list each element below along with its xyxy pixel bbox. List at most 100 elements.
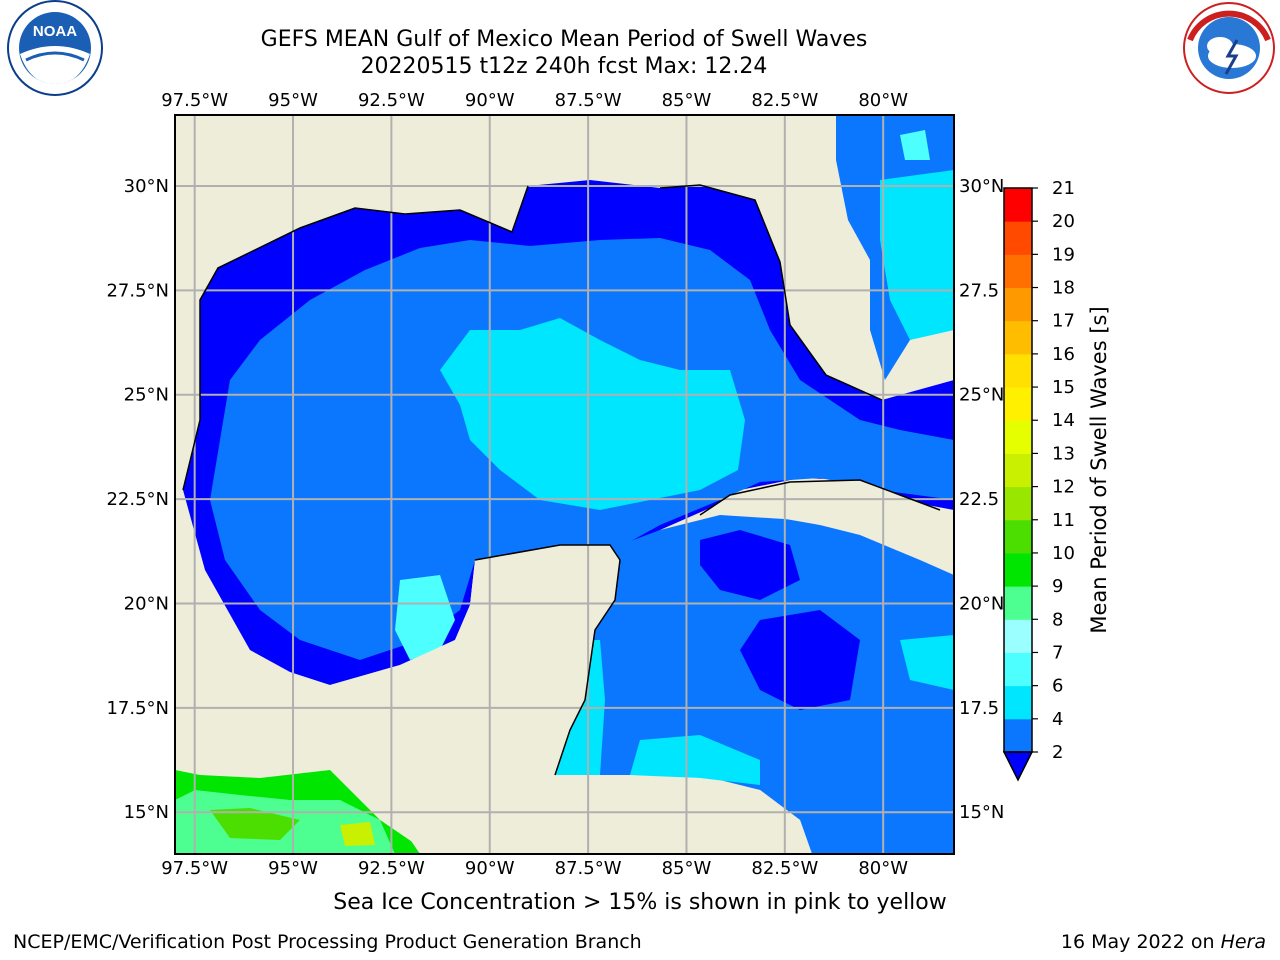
colorbar-under-arrow	[1002, 751, 1034, 782]
footer-date-text: 16 May 2022 on	[1060, 931, 1221, 953]
atlantic-light	[900, 130, 930, 160]
lon-label-bottom-3: 90°W	[465, 858, 515, 879]
lon-label-top-4: 87.5°W	[555, 90, 622, 111]
lon-label-bottom-7: 80°W	[858, 858, 908, 879]
colorbar-tick-label-4: 4	[1052, 709, 1063, 730]
colorbar-tick-label-7: 7	[1052, 642, 1063, 663]
lon-label-bottom-1: 95°W	[268, 858, 318, 879]
colorbar-tick-label-6: 6	[1052, 676, 1063, 697]
footer-date: 16 May 2022 on Hera	[1061, 931, 1266, 953]
lat-label-right-0: 30°N	[959, 176, 1004, 197]
lat-label-left-6: 15°N	[124, 802, 169, 823]
nws-logo	[1183, 2, 1275, 94]
noaa-logo-text: NOAA	[33, 23, 77, 40]
sea-ice-note: Sea Ice Concentration > 15% is shown in …	[333, 890, 947, 915]
map-frame	[174, 114, 955, 855]
lon-label-top-5: 85°W	[662, 90, 712, 111]
colorbar-tick-label-19: 19	[1052, 244, 1075, 265]
caribbean-cyan-1	[900, 635, 954, 690]
grid-labels: 97.5°W 97.5°W 95°W 95°W 92.5°W 92.5°W 90°W 90°W…	[106, 90, 1004, 879]
caribbean-dark-2	[740, 610, 860, 710]
lat-label-right-3: 22.5	[959, 489, 999, 510]
map-subtitle: 20220515 t12z 240h fcst Max: 12.24	[360, 54, 768, 79]
coastline-1	[659, 184, 883, 401]
lat-label-left-4: 20°N	[124, 593, 169, 614]
colorbar-label: Mean Period of Swell Waves [s]	[1087, 306, 1111, 633]
colorbar-segment-2	[1004, 718, 1032, 753]
colorbar-segment-10	[1004, 519, 1032, 554]
colorbar-segment-12	[1004, 453, 1032, 488]
lat-label-right-4: 20°N	[959, 593, 1004, 614]
footer-credit: NCEP/EMC/Verification Post Processing Pr…	[13, 931, 642, 953]
swell-period-field	[175, 115, 954, 854]
lat-label-left-3: 22.5°N	[106, 489, 169, 510]
colorbar-segment-17	[1004, 287, 1032, 322]
lat-label-right-2: 25°N	[959, 385, 1004, 406]
colorbar-frame	[1003, 187, 1033, 753]
colorbar: 2 4 6 7 8 9 10 11 12 13 14 15 16 17 18 19 20 21 Mean Perio…	[1002, 178, 1111, 782]
lon-label-bottom-5: 85°W	[662, 858, 712, 879]
colorbar-tick-label-2: 2	[1052, 742, 1063, 763]
colorbar-segment-19	[1004, 221, 1032, 255]
colorbar-segment-13	[1004, 420, 1032, 454]
colorbar-tick-label-15: 15	[1052, 377, 1075, 398]
colorbar-tick-label-11: 11	[1052, 510, 1075, 531]
bay-campeche-cyan	[395, 575, 455, 660]
lat-label-left-2: 25°N	[124, 385, 169, 406]
noaa-logo: NOAA	[7, 0, 103, 96]
lat-label-right-6: 15°N	[959, 802, 1004, 823]
footer-host: Hera	[1220, 931, 1266, 953]
colorbar-segment-8	[1004, 586, 1032, 620]
gulf-center-cyan	[440, 318, 745, 510]
lat-label-right-1: 27.5	[959, 280, 999, 301]
lon-label-bottom-6: 82.5°W	[751, 858, 818, 879]
central-america-land	[550, 775, 812, 854]
colorbar-segment-11	[1004, 486, 1032, 521]
pacific-mid-green	[210, 808, 300, 840]
lon-label-top-0: 97.5°W	[161, 90, 228, 111]
colorbar-tick-label-9: 9	[1052, 576, 1063, 597]
colorbar-tick-label-17: 17	[1052, 311, 1075, 332]
lon-label-bottom-2: 92.5°W	[358, 858, 425, 879]
lon-label-top-7: 80°W	[858, 90, 908, 111]
colorbar-tick-label-18: 18	[1052, 278, 1075, 299]
lon-label-bottom-4: 87.5°W	[555, 858, 622, 879]
colorbar-segment-16	[1004, 320, 1032, 355]
colorbar-tick-label-20: 20	[1052, 211, 1075, 232]
lon-label-top-2: 92.5°W	[358, 90, 425, 111]
colorbar-tick-label-12: 12	[1052, 477, 1075, 498]
caribbean-dark-1	[700, 530, 800, 600]
lon-label-bottom-0: 97.5°W	[161, 858, 228, 879]
coastline-3	[699, 479, 941, 516]
map-title: GEFS MEAN Gulf of Mexico Mean Period of …	[260, 27, 868, 52]
atlantic-cyan	[880, 170, 954, 340]
lon-label-top-3: 90°W	[465, 90, 515, 111]
lon-label-top-1: 95°W	[268, 90, 318, 111]
colorbar-tick-label-8: 8	[1052, 609, 1063, 630]
lat-label-left-1: 27.5°N	[106, 280, 169, 301]
coastline-0	[182, 185, 529, 491]
colorbar-tick-label-13: 13	[1052, 443, 1075, 464]
colorbar-segment-4	[1004, 685, 1032, 720]
colorbar-segment-18	[1004, 254, 1032, 289]
map-area	[174, 114, 955, 855]
colorbar-tick-label-10: 10	[1052, 543, 1075, 564]
lat-label-left-0: 30°N	[124, 176, 169, 197]
colorbar-tick-label-16: 16	[1052, 344, 1075, 365]
colorbar-segment-15	[1004, 353, 1032, 388]
lon-label-top-6: 82.5°W	[751, 90, 818, 111]
caribbean-cyan-3	[630, 735, 760, 785]
colorbar-segment-6	[1004, 652, 1032, 687]
colorbar-segment-14	[1004, 387, 1032, 421]
pacific-yellow-green	[340, 822, 375, 846]
colorbar-tick-label-14: 14	[1052, 410, 1075, 431]
cuba-land	[700, 480, 954, 570]
coastline-2	[474, 544, 621, 776]
colorbar-tick-label-21: 21	[1052, 178, 1075, 199]
colorbar-segment-9	[1004, 552, 1032, 587]
yucatan-land	[300, 545, 620, 854]
lat-label-right-5: 17.5	[959, 698, 999, 719]
lat-label-left-5: 17.5°N	[106, 698, 169, 719]
colorbar-segment-7	[1004, 619, 1032, 653]
